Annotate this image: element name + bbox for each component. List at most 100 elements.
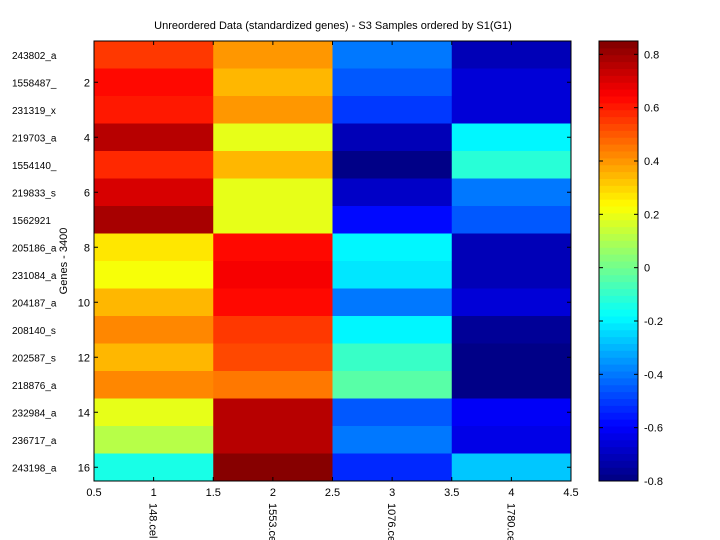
row-label: 231319_x (12, 106, 56, 117)
colorbar-segment (599, 151, 638, 159)
y-tick-label: 16 (78, 462, 90, 474)
heatmap-cell (213, 151, 333, 179)
heatmap-cell (451, 261, 572, 289)
heatmap-cell (94, 178, 214, 207)
colorbar-segment (599, 329, 638, 338)
heatmap-cell (332, 426, 453, 454)
heatmap-cell (213, 206, 333, 234)
heatmap-cell (213, 96, 333, 124)
colorbar-tick-label: -0.4 (644, 369, 663, 381)
column-label: 1553.cel (266, 503, 278, 540)
heatmap-cell (451, 206, 572, 234)
heatmap-cell (332, 261, 453, 289)
heatmap-cell (94, 426, 214, 454)
heatmap-cell (451, 453, 572, 482)
heatmap-cell (94, 123, 214, 152)
heatmap-cell (94, 343, 214, 372)
heatmap-cell (332, 288, 453, 317)
colorbar-segment (599, 164, 638, 173)
y-tick-label: 4 (84, 132, 90, 144)
row-label: 208140_s (12, 326, 56, 337)
heatmap-cell (332, 371, 453, 399)
row-label: 236717_a (12, 436, 57, 447)
row-label: 232984_a (12, 408, 57, 419)
row-label: 218876_a (12, 381, 57, 392)
x-tick-label: 2 (270, 487, 276, 499)
heatmap-cell (213, 68, 333, 97)
y-axis: 2 4 6 8 10 12 14 16 (78, 77, 571, 474)
heatmap-cell (451, 41, 572, 69)
heatmap-cell (451, 178, 572, 207)
colorbar-segment (599, 453, 638, 461)
y-tick-label: 10 (78, 297, 90, 309)
heatmap-cell (213, 453, 333, 482)
colorbar-segment (599, 384, 638, 393)
heatmap-cell (94, 453, 214, 482)
heatmap-cell (94, 371, 214, 399)
colorbar-segment (599, 274, 638, 283)
column-label: 148.cel (147, 503, 159, 538)
colorbar-segment (599, 206, 638, 214)
row-label: 1562921 (12, 216, 51, 227)
colorbar-segment (599, 316, 638, 324)
colorbar-segment (599, 281, 638, 289)
colorbar-segment (599, 295, 638, 303)
colorbar-segment (599, 226, 638, 234)
y-tick-label: 14 (78, 407, 90, 419)
row-labels: 243802_a 1558487_ 231319_x 219703_a 1554140_… (12, 51, 57, 475)
heatmap-cell (94, 316, 214, 344)
colorbar-segment (599, 377, 638, 386)
colorbar-segment (599, 123, 638, 131)
row-label: 243198_a (12, 463, 57, 474)
heatmap-cell (451, 151, 572, 179)
heatmap-cell (213, 371, 333, 399)
colorbar-segment (599, 137, 638, 145)
colorbar-segment (599, 336, 638, 344)
colorbar-tick-label: -0.8 (644, 476, 663, 488)
heatmap-cell (451, 288, 572, 317)
heatmap-cell (213, 316, 333, 344)
heatmap-cell (451, 398, 572, 427)
heatmap-cell (213, 288, 333, 317)
colorbar-tick-label: 0 (644, 263, 650, 275)
row-label: 1558487_ (12, 78, 57, 89)
colorbar-segment (599, 54, 638, 63)
heatmap-cell (94, 151, 214, 179)
row-label: 205186_a (12, 243, 57, 254)
column-label: 1076.cel (385, 503, 397, 540)
heatmap-cell (332, 178, 453, 207)
y-tick-label: 2 (84, 77, 90, 89)
colorbar-segment (599, 357, 638, 365)
column-labels: 148.cel 1553.cel 1076.cel 1780.cel (147, 503, 517, 540)
colorbar-segment (599, 116, 638, 124)
colorbar-segment (599, 405, 638, 413)
colorbar-segment (599, 288, 638, 296)
heatmap-cell (332, 68, 453, 97)
heatmap-cell (451, 371, 572, 399)
x-tick-label: 2.5 (325, 487, 340, 499)
heatmap-cell (451, 426, 572, 454)
colorbar-segment (599, 426, 638, 434)
y-axis-label: Genes - 3400 (58, 228, 70, 295)
heatmap-cell (94, 96, 214, 124)
colorbar-segment (599, 254, 638, 262)
colorbar-segment (599, 109, 638, 118)
heatmap-cell (94, 398, 214, 427)
colorbar-tick-label: 0.2 (644, 209, 659, 221)
colorbar-segment (599, 233, 638, 241)
colorbar-segment (599, 302, 638, 310)
x-tick-label: 1.5 (206, 487, 221, 499)
heatmap-cell (451, 68, 572, 97)
chart-title: Unreordered Data (standardized genes) - … (154, 20, 512, 32)
y-tick-label: 12 (78, 352, 90, 364)
colorbar-tick-label: -0.2 (644, 316, 663, 328)
heatmap-cell (213, 41, 333, 69)
heatmap-cell (332, 453, 453, 482)
colorbar-segment (599, 247, 638, 255)
colorbar-segment (599, 240, 638, 248)
colorbar-segment (599, 75, 638, 83)
heatmap-cell (451, 96, 572, 124)
x-tick-label: 4 (508, 487, 514, 499)
heatmap-cell (451, 316, 572, 344)
x-tick-label: 4.5 (563, 487, 578, 499)
